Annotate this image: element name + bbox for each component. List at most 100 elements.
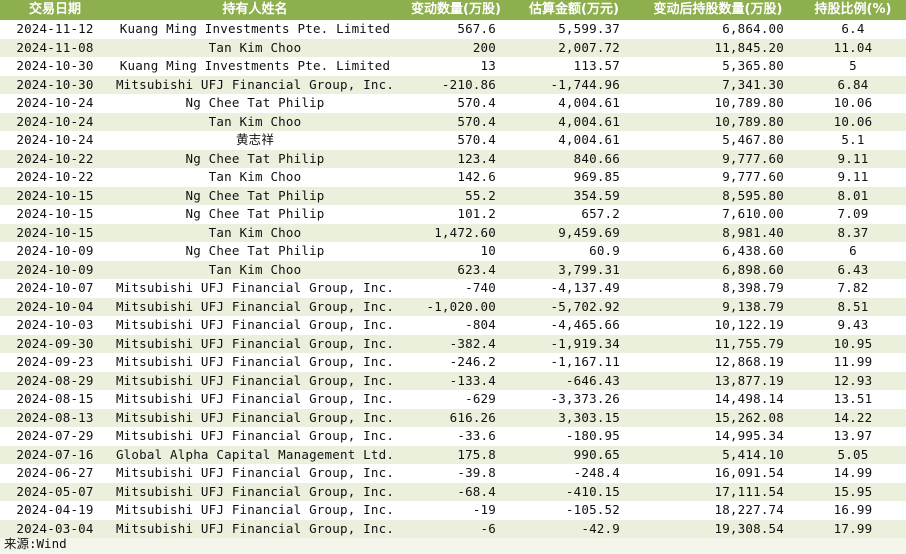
cell-holding-after-change: 10,122.19 — [636, 316, 800, 335]
header-row: 交易日期 持有人姓名 变动数量(万股) 估算金额(万元) 变动后持股数量(万股)… — [0, 0, 906, 20]
table-row: 2024-08-15 Mitsubishi UFJ Financial Group… — [0, 390, 906, 409]
cell-trade-date: 2024-04-19 — [0, 501, 110, 520]
cell-holding-after-change: 10,789.80 — [636, 112, 800, 131]
cell-holding-after-change: 8,398.79 — [636, 279, 800, 298]
cell-holding-after-change: 18,227.74 — [636, 501, 800, 520]
cell-change-quantity: 570.4 — [400, 131, 512, 150]
cell-holding-ratio: 9.43 — [800, 316, 906, 335]
cell-trade-date: 2024-09-23 — [0, 353, 110, 372]
source-note: 来源:Wind — [4, 536, 67, 551]
table-row: 2024-10-22 Tan Kim Choo 142.6 969.85 9,777.6… — [0, 168, 906, 187]
cell-trade-date: 2024-10-15 — [0, 186, 110, 205]
cell-change-quantity: -6 — [400, 519, 512, 538]
cell-holder-name: Tan Kim Choo — [110, 260, 400, 279]
cell-holding-after-change: 14,995.34 — [636, 427, 800, 446]
cell-holder-name: Mitsubishi UFJ Financial Group, Inc. — [110, 390, 400, 409]
cell-holding-ratio: 14.99 — [800, 464, 906, 483]
cell-holding-ratio: 10.06 — [800, 112, 906, 131]
cell-holding-ratio: 7.09 — [800, 205, 906, 224]
cell-holding-after-change: 7,610.00 — [636, 205, 800, 224]
cell-estimated-amount: 969.85 — [512, 168, 636, 187]
cell-estimated-amount: 60.9 — [512, 242, 636, 261]
cell-trade-date: 2024-10-24 — [0, 94, 110, 113]
cell-holder-name: Tan Kim Choo — [110, 112, 400, 131]
cell-estimated-amount: -105.52 — [512, 501, 636, 520]
cell-estimated-amount: -42.9 — [512, 519, 636, 538]
cell-estimated-amount: 990.65 — [512, 445, 636, 464]
cell-change-quantity: -210.86 — [400, 75, 512, 94]
cell-holding-ratio: 6.4 — [800, 20, 906, 39]
table-row: 2024-10-30 Mitsubishi UFJ Financial Group… — [0, 75, 906, 94]
cell-holder-name: Mitsubishi UFJ Financial Group, Inc. — [110, 408, 400, 427]
cell-estimated-amount: -646.43 — [512, 371, 636, 390]
cell-holding-after-change: 9,777.60 — [636, 149, 800, 168]
cell-holder-name: Kuang Ming Investments Pte. Limited — [110, 57, 400, 76]
cell-estimated-amount: -5,702.92 — [512, 297, 636, 316]
cell-holder-name: Mitsubishi UFJ Financial Group, Inc. — [110, 334, 400, 353]
cell-holding-ratio: 13.97 — [800, 427, 906, 446]
table-row: 2024-08-29 Mitsubishi UFJ Financial Group… — [0, 371, 906, 390]
cell-change-quantity: -740 — [400, 279, 512, 298]
cell-trade-date: 2024-10-09 — [0, 242, 110, 261]
cell-holder-name: Mitsubishi UFJ Financial Group, Inc. — [110, 464, 400, 483]
cell-holding-ratio: 14.22 — [800, 408, 906, 427]
cell-holding-after-change: 5,467.80 — [636, 131, 800, 150]
cell-trade-date: 2024-07-16 — [0, 445, 110, 464]
cell-holder-name: Mitsubishi UFJ Financial Group, Inc. — [110, 75, 400, 94]
cell-trade-date: 2024-10-30 — [0, 57, 110, 76]
cell-holding-ratio: 10.95 — [800, 334, 906, 353]
cell-estimated-amount: 9,459.69 — [512, 223, 636, 242]
table-row: 2024-06-27 Mitsubishi UFJ Financial Group… — [0, 464, 906, 483]
table-row: 2024-09-23 Mitsubishi UFJ Financial Group… — [0, 353, 906, 372]
header-trade-date: 交易日期 — [0, 0, 110, 20]
cell-change-quantity: -246.2 — [400, 353, 512, 372]
cell-estimated-amount: -1,919.34 — [512, 334, 636, 353]
table-row: 2024-10-24 黄志祥 570.4 4,004.61 5,467.80 5.1 — [0, 131, 906, 150]
cell-holder-name: Tan Kim Choo — [110, 223, 400, 242]
header-estimated-amount: 估算金额(万元) — [512, 0, 636, 20]
table-row: 2024-10-30 Kuang Ming Investments Pte. Li… — [0, 57, 906, 76]
header-change-quantity: 变动数量(万股) — [400, 0, 512, 20]
cell-change-quantity: -1,020.00 — [400, 297, 512, 316]
cell-change-quantity: 567.6 — [400, 20, 512, 39]
cell-holding-after-change: 13,877.19 — [636, 371, 800, 390]
cell-holding-after-change: 6,438.60 — [636, 242, 800, 261]
cell-trade-date: 2024-08-29 — [0, 371, 110, 390]
cell-change-quantity: -804 — [400, 316, 512, 335]
table-row: 2024-08-13 Mitsubishi UFJ Financial Group… — [0, 408, 906, 427]
cell-holding-ratio: 5 — [800, 57, 906, 76]
cell-holding-after-change: 6,898.60 — [636, 260, 800, 279]
table-header: 交易日期 持有人姓名 变动数量(万股) 估算金额(万元) 变动后持股数量(万股)… — [0, 0, 906, 20]
table-row: 2024-10-24 Ng Chee Tat Philip 570.4 4,004.6… — [0, 94, 906, 113]
cell-trade-date: 2024-05-07 — [0, 482, 110, 501]
cell-trade-date: 2024-09-30 — [0, 334, 110, 353]
cell-holding-ratio: 8.37 — [800, 223, 906, 242]
cell-holding-after-change: 11,845.20 — [636, 38, 800, 57]
cell-estimated-amount: 4,004.61 — [512, 131, 636, 150]
cell-holding-ratio: 7.82 — [800, 279, 906, 298]
cell-trade-date: 2024-03-04 — [0, 519, 110, 538]
table-row: 2024-03-04 Mitsubishi UFJ Financial Group… — [0, 519, 906, 538]
table-row: 2024-11-12 Kuang Ming Investments Pte. Li… — [0, 20, 906, 39]
cell-holder-name: Ng Chee Tat Philip — [110, 186, 400, 205]
cell-holding-ratio: 17.99 — [800, 519, 906, 538]
cell-holder-name: Mitsubishi UFJ Financial Group, Inc. — [110, 482, 400, 501]
cell-holder-name: 黄志祥 — [110, 131, 400, 150]
cell-change-quantity: 10 — [400, 242, 512, 261]
cell-change-quantity: -629 — [400, 390, 512, 409]
cell-holder-name: Mitsubishi UFJ Financial Group, Inc. — [110, 316, 400, 335]
cell-holder-name: Mitsubishi UFJ Financial Group, Inc. — [110, 519, 400, 538]
cell-holding-ratio: 5.1 — [800, 131, 906, 150]
cell-estimated-amount: 4,004.61 — [512, 94, 636, 113]
cell-trade-date: 2024-10-07 — [0, 279, 110, 298]
cell-holding-after-change: 6,864.00 — [636, 20, 800, 39]
cell-holding-after-change: 8,981.40 — [636, 223, 800, 242]
cell-holding-after-change: 9,777.60 — [636, 168, 800, 187]
cell-holding-after-change: 8,595.80 — [636, 186, 800, 205]
cell-holding-after-change: 10,789.80 — [636, 94, 800, 113]
cell-change-quantity: 570.4 — [400, 94, 512, 113]
cell-holding-after-change: 14,498.14 — [636, 390, 800, 409]
cell-estimated-amount: -4,465.66 — [512, 316, 636, 335]
cell-holding-after-change: 19,308.54 — [636, 519, 800, 538]
cell-holder-name: Mitsubishi UFJ Financial Group, Inc. — [110, 279, 400, 298]
